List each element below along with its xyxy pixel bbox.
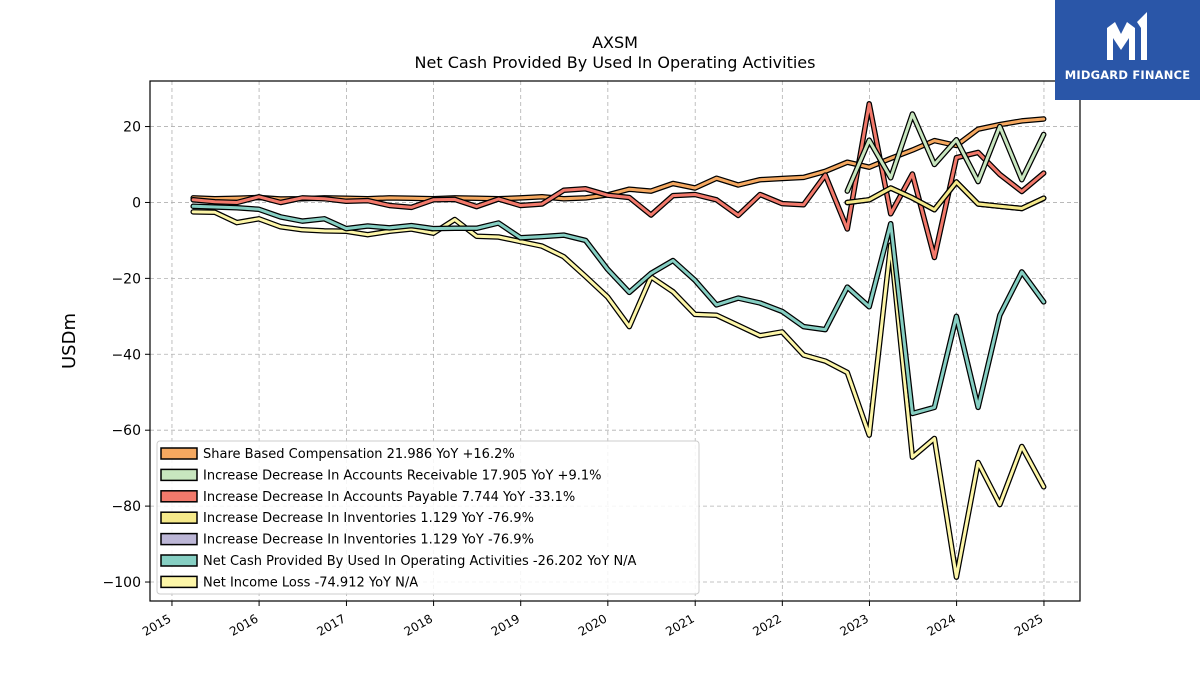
series-stroke (191, 204, 1046, 415)
x-tick-label: 2023 (838, 611, 871, 638)
x-tick-label: 2016 (227, 611, 260, 638)
legend-entry: Increase Decrease In Inventories 1.129 Y… (203, 511, 534, 526)
y-axis-label: USDm (59, 313, 80, 369)
series-stroke (845, 112, 1046, 193)
y-tick-label: −100 (103, 575, 141, 591)
series-line-3 (844, 179, 1047, 213)
legend-entry: Net Cash Provided By Used In Operating A… (203, 554, 637, 569)
x-tick-label: 2021 (663, 611, 696, 638)
x-tick-label: 2019 (489, 611, 522, 638)
legend-entry: Net Income Loss -74.912 YoY N/A (203, 575, 418, 590)
x-tick-label: 2022 (750, 611, 783, 638)
legend-swatch (160, 447, 198, 460)
series-stroke (191, 210, 1046, 579)
series-line-1 (844, 111, 1047, 194)
legend-swatch (160, 468, 198, 482)
legend: Share Based Compensation 21.986 YoY +16.… (156, 440, 700, 595)
legend-entry: Increase Decrease In Accounts Receivable… (203, 468, 601, 483)
x-tick-label: 2024 (925, 611, 958, 638)
x-tick-label: 2015 (140, 611, 173, 638)
legend-swatch (160, 511, 198, 524)
brand-logo: MIDGARD FINANCE (1055, 0, 1200, 100)
x-tick-label: 2017 (315, 611, 348, 638)
series-group (190, 101, 1047, 580)
plot-frame (149, 80, 1081, 602)
legend-swatch (160, 490, 198, 503)
x-tick-label: 2018 (402, 611, 435, 638)
series-stroke (845, 180, 1046, 212)
y-tick-label: −80 (111, 499, 141, 515)
legend-entry: Share Based Compensation 21.986 YoY +16.… (203, 447, 515, 462)
y-tick-label: −60 (111, 423, 141, 439)
x-tick-label: 2020 (576, 611, 609, 638)
legend-swatch (160, 554, 198, 567)
chart-title: AXSM (592, 33, 638, 52)
chart-subtitle: Net Cash Provided By Used In Operating A… (415, 53, 816, 72)
y-tick-label: −40 (111, 347, 141, 363)
y-tick-label: 20 (123, 120, 141, 136)
series-line-5 (190, 203, 1047, 417)
y-tick-label: 0 (132, 195, 141, 211)
y-tick-label: −20 (111, 271, 141, 287)
legend-box (156, 440, 700, 595)
legend-entry: Increase Decrease In Accounts Payable 7.… (203, 490, 575, 505)
legend-swatch (160, 575, 198, 589)
legend-entry: Increase Decrease In Inventories 1.129 Y… (203, 533, 534, 548)
midgard-logo-icon (1107, 12, 1147, 60)
x-tick-label: 2025 (1012, 611, 1045, 638)
series-line-6 (190, 209, 1047, 580)
legend-swatch (160, 532, 198, 546)
brand-name: MIDGARD FINANCE (1064, 68, 1191, 82)
